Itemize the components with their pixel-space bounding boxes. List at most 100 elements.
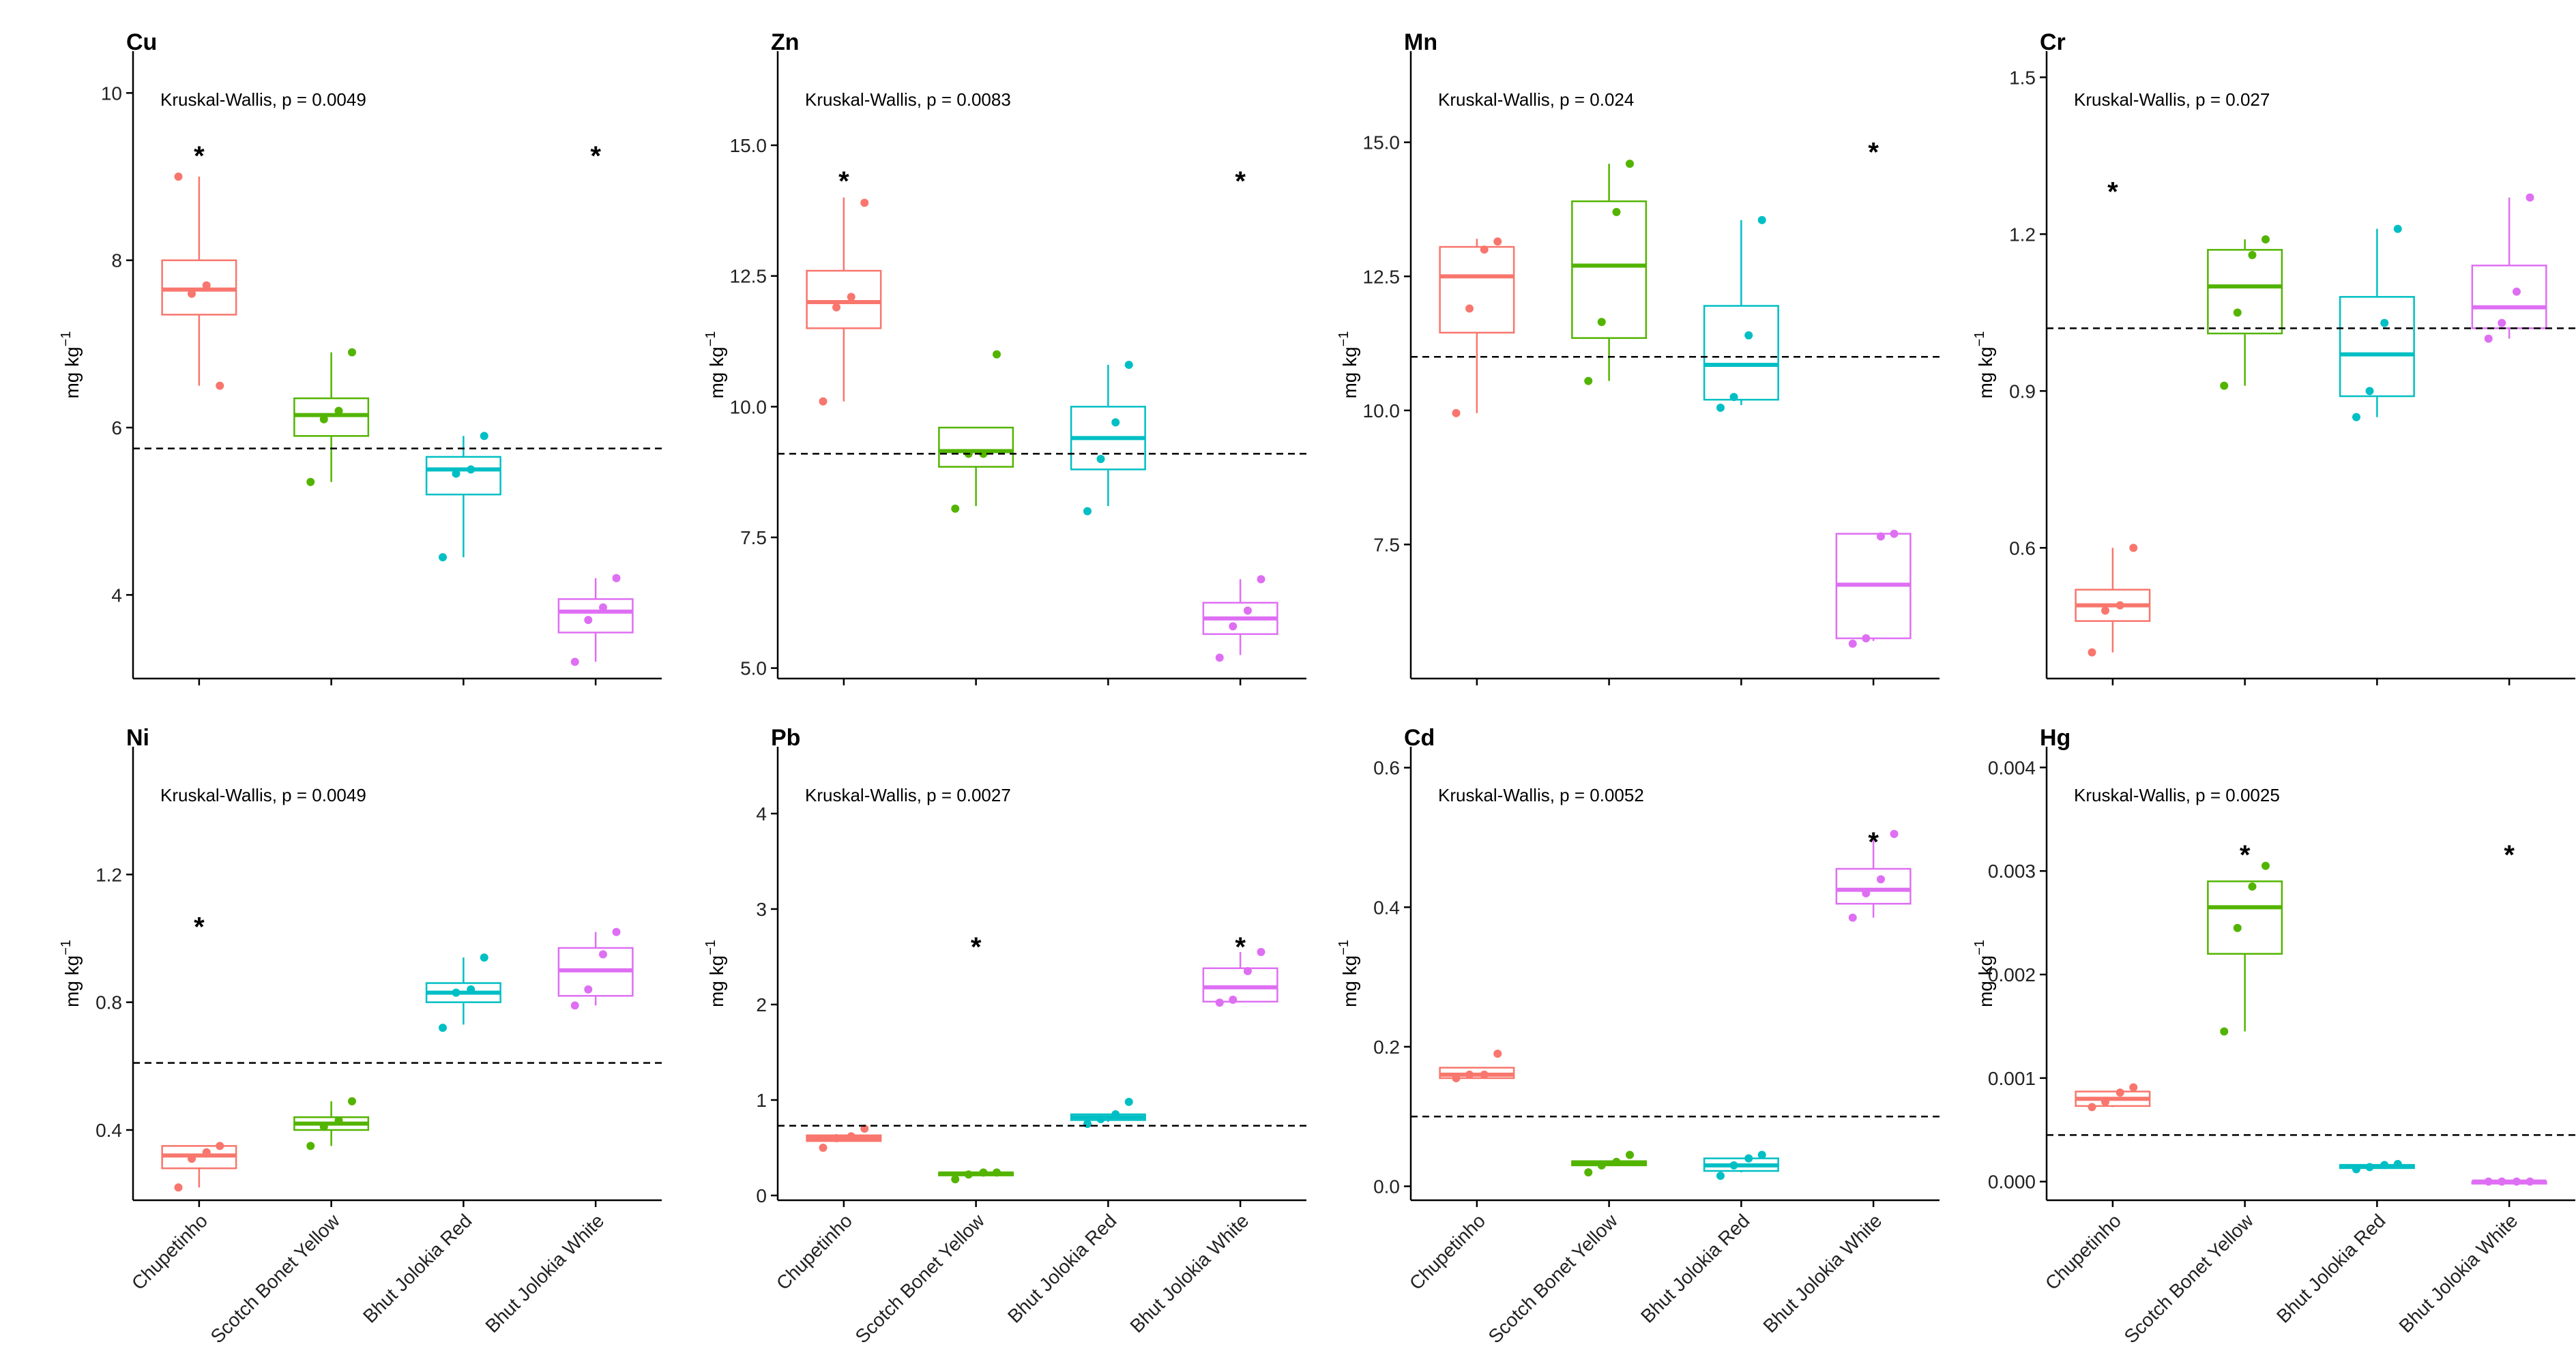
box-iqr [2207,880,2283,955]
significance-star: * [971,932,982,962]
y-axis-label: mg kg−1 [1972,331,1996,398]
box-scotch-bonet-yellow [293,1097,370,1150]
y-axis-label: mg kg−1 [1336,331,1360,398]
data-point [1744,331,1753,340]
data-point [2484,334,2493,343]
box-iqr [425,456,501,496]
data-point [1465,1070,1474,1079]
x-category-label: Chupetinho [1405,1210,1489,1294]
data-point [1876,875,1885,884]
significance-star: * [194,912,205,942]
data-point [467,985,475,994]
y-tick-label: 0.002 [1988,964,2036,985]
box-scotch-bonet-yellow [938,1168,1014,1184]
panel-cu: Cu Kruskal-Wallis, p = 0.0049 4 6 8 10 mg kg−1… [59,29,662,685]
y-tick-label: 1.2 [2009,224,2036,245]
data-point [188,1155,196,1163]
data-point [438,1024,447,1032]
y-tick-label: 1.2 [96,864,122,885]
box-bhut-jolokia-red [1703,215,1779,412]
significance-star: * [194,141,205,171]
test-label: Kruskal-Wallis, p = 0.0083 [805,89,1011,110]
x-category-label: Bhut Jolokia White [1126,1210,1253,1337]
data-point [979,449,988,458]
box-bhut-jolokia-white [1202,575,1278,662]
data-point [1124,1097,1133,1106]
panel-title: Cr [2040,29,2066,55]
box-iqr [161,259,237,316]
y-tick-label: 0.8 [96,992,122,1013]
box-iqr [1835,867,1912,905]
data-point [2393,224,2402,233]
data-point [2484,1177,2493,1186]
data-point [438,553,447,562]
y-tick-label: 15.0 [1363,132,1401,153]
y-axis-label: mg kg−1 [1336,940,1360,1007]
panel-title: Mn [1404,29,1437,55]
box-bhut-jolokia-red [1070,1097,1146,1128]
data-point [584,985,593,994]
x-category-label: Bhut Jolokia Red [2272,1210,2390,1327]
y-axis-label: mg kg−1 [703,331,727,398]
box-bhut-jolokia-red [1070,361,1146,516]
data-point [1584,1168,1593,1177]
data-point [348,348,357,357]
y-tick-label: 10.0 [730,396,767,417]
data-point [1243,967,1252,975]
data-point [2365,387,2374,396]
data-point [1215,998,1224,1007]
panel-pb: Pb Kruskal-Wallis, p = 0.0027 0 1 2 3 4 mg kg−1… [703,725,1306,1348]
box-iqr [1202,967,1278,1003]
box-iqr [938,426,1014,468]
box-chupetinho [806,1125,882,1152]
data-point [467,465,475,474]
test-label: Kruskal-Wallis, p = 0.024 [1438,89,1634,110]
data-point [1716,403,1725,412]
data-point [598,950,607,959]
data-point [2498,318,2506,327]
y-tick-label: 7.5 [1373,534,1400,555]
box-bhut-jolokia-red [2339,224,2415,421]
data-point [1626,160,1635,168]
data-point [570,657,579,666]
data-point [1626,1150,1635,1159]
panel-title: Ni [126,725,149,751]
box-bhut-jolokia-red [425,432,501,562]
data-point [832,303,841,312]
data-point [2248,251,2257,259]
box-bhut-jolokia-red [2339,1159,2415,1174]
box-chupetinho [1439,237,1515,417]
data-point [819,397,828,406]
box-bhut-jolokia-white [557,927,634,1010]
panel-zn: Zn Kruskal-Wallis, p = 0.0083 5.0 7.5 10.0 12… [703,29,1306,685]
panel-ni: Ni Kruskal-Wallis, p = 0.0049 0.4 0.8 1.2 mg … [59,725,662,1348]
y-tick-label: 0 [756,1185,767,1206]
data-point [2262,235,2270,243]
data-point [2380,318,2389,327]
y-tick-label: 4 [111,584,122,606]
data-point [2512,1177,2521,1186]
significance-star: * [2107,177,2118,207]
panel-title: Hg [2040,725,2070,751]
box-bhut-jolokia-white [2471,193,2547,343]
box-scotch-bonet-yellow [2207,235,2283,390]
panel-cr: Cr Kruskal-Wallis, p = 0.027 0.6 0.9 1.2 1.5 m… [1972,29,2575,685]
y-tick-label: 4 [756,803,767,824]
data-point [1597,318,1606,327]
data-point [993,350,1001,359]
significance-star: * [1868,827,1879,857]
box-scotch-bonet-yellow [1571,1150,1648,1177]
data-point [306,1142,315,1150]
significance-star: * [590,141,601,171]
data-point [1452,408,1461,417]
data-point [2365,1163,2374,1172]
data-point [2380,1161,2389,1170]
data-point [2248,882,2257,891]
data-point [1890,829,1899,838]
data-point [1729,1161,1738,1170]
panel-title: Zn [771,29,800,55]
data-point [1083,1120,1092,1128]
data-point [1257,948,1265,956]
data-point [174,173,183,181]
